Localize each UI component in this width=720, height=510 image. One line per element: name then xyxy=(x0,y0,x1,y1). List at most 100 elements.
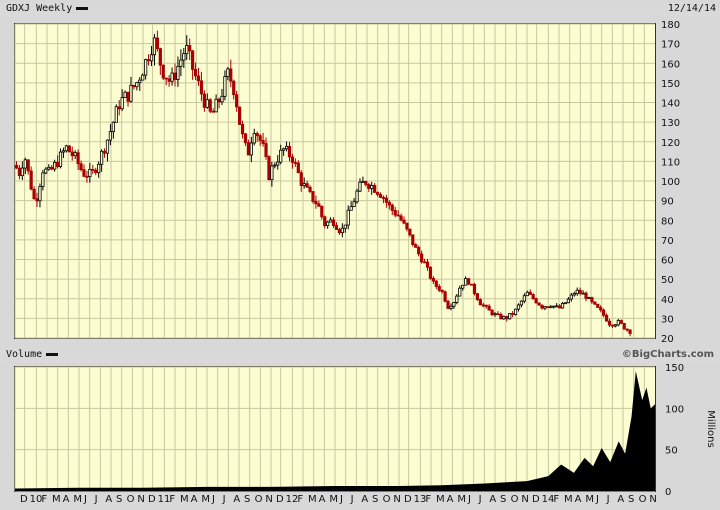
x-tick-label: A xyxy=(233,494,240,505)
x-tick-label: N xyxy=(649,494,656,505)
candle-body xyxy=(613,324,617,327)
candle-body xyxy=(625,328,629,331)
candle-body xyxy=(464,278,468,286)
x-tick-label: F xyxy=(41,494,47,505)
candle-body xyxy=(258,135,262,141)
candle-body xyxy=(173,72,177,80)
x-tick-label: A xyxy=(191,494,198,505)
candle-body xyxy=(320,205,324,218)
legend-line-icon xyxy=(76,6,89,10)
candle-body xyxy=(375,191,380,195)
candle-body xyxy=(367,184,371,189)
candle-body xyxy=(616,320,620,326)
candle-body xyxy=(14,164,19,169)
candle-body xyxy=(85,175,89,178)
candle-body xyxy=(499,313,503,320)
candle-body xyxy=(522,295,526,302)
y-tick-label: 180 xyxy=(661,20,680,31)
candle-body xyxy=(384,197,388,203)
legend-line-icon xyxy=(46,352,59,356)
x-tick-label: A xyxy=(575,494,582,505)
candle-body xyxy=(543,306,547,309)
candle-body xyxy=(537,302,541,306)
x-tick-label: F xyxy=(297,494,303,505)
candle-body xyxy=(452,302,456,307)
candle-body xyxy=(76,152,80,165)
candle-body xyxy=(155,37,159,49)
candle-body xyxy=(82,169,86,177)
candle-body xyxy=(188,45,192,52)
candle-body xyxy=(610,324,615,327)
candle-body xyxy=(308,186,312,192)
candle-body xyxy=(475,293,480,300)
candle-body xyxy=(434,280,438,287)
candle-body xyxy=(337,229,342,234)
candle-body xyxy=(563,302,568,305)
candle-body xyxy=(461,284,465,289)
candle-body xyxy=(587,297,591,299)
candle-body xyxy=(105,139,110,154)
candle-body xyxy=(361,181,365,183)
volume-label: Volume xyxy=(6,349,59,360)
y-tick-label: 110 xyxy=(661,157,680,168)
x-tick-label: S xyxy=(628,494,634,505)
x-tick-label: A xyxy=(489,494,496,505)
candle-body xyxy=(32,188,36,200)
candle-body xyxy=(402,219,406,224)
candle-body xyxy=(472,284,477,295)
candle-body xyxy=(331,219,336,226)
candle-body xyxy=(566,298,571,304)
x-tick-label: M xyxy=(73,494,82,505)
x-tick-label: 12 xyxy=(286,494,299,505)
candle-body xyxy=(284,145,289,150)
candle-body xyxy=(141,74,145,81)
candle-body xyxy=(240,124,245,135)
candle-body xyxy=(596,303,600,308)
candle-body xyxy=(158,48,162,66)
candle-body xyxy=(267,156,271,181)
candle-body xyxy=(446,300,450,309)
candle-body xyxy=(511,313,515,315)
candle-body xyxy=(484,304,488,307)
candle-body xyxy=(29,170,33,190)
symbol-text: GDXJ Weekly xyxy=(6,3,73,14)
candle-body xyxy=(364,181,368,185)
candle-body xyxy=(607,320,612,326)
candle-body xyxy=(560,302,565,309)
candle-body xyxy=(358,181,362,192)
x-tick-label: S xyxy=(116,494,122,505)
candle-body xyxy=(35,198,39,202)
candle-body xyxy=(252,133,256,144)
candle-body xyxy=(326,221,330,227)
candle-body xyxy=(490,309,494,316)
candle-body xyxy=(132,84,136,88)
candle-body xyxy=(111,121,115,133)
x-tick-label: 13 xyxy=(414,494,427,505)
y-tick-label: 20 xyxy=(661,334,674,345)
x-tick-label: O xyxy=(255,494,263,505)
candle-body xyxy=(61,150,66,153)
candle-body xyxy=(235,94,239,108)
y-tick-label: 130 xyxy=(661,118,680,129)
candle-body xyxy=(555,305,559,308)
x-tick-label: J xyxy=(94,494,98,505)
candle-body xyxy=(449,305,453,309)
candle-body xyxy=(317,203,321,207)
candle-body xyxy=(305,183,309,188)
x-tick-label: A xyxy=(361,494,368,505)
candle-body xyxy=(428,266,433,279)
candle-body xyxy=(299,172,303,186)
candle-body xyxy=(469,283,474,286)
candle-body xyxy=(17,167,22,177)
candle-body xyxy=(478,299,482,306)
candle-body xyxy=(196,75,201,82)
candle-body xyxy=(540,304,544,309)
candle-body xyxy=(191,50,195,70)
candle-body xyxy=(396,214,400,217)
candle-body xyxy=(590,297,594,303)
candle-body xyxy=(161,64,165,79)
candle-body xyxy=(296,162,300,174)
candle-body xyxy=(466,278,471,285)
candle-body xyxy=(102,150,107,154)
x-tick-label: 14 xyxy=(542,494,555,505)
